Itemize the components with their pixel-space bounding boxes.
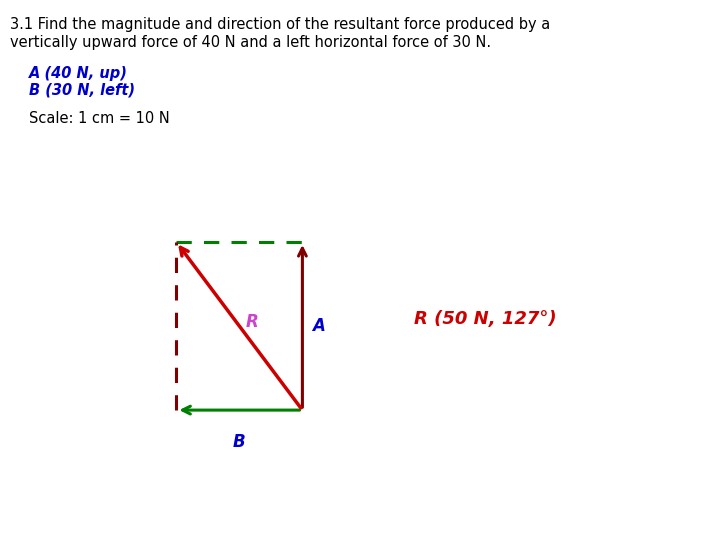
Text: Scale: 1 cm = 10 N: Scale: 1 cm = 10 N [29, 111, 169, 126]
Text: R: R [246, 313, 258, 331]
Text: 3.1 Find the magnitude and direction of the resultant force produced by a: 3.1 Find the magnitude and direction of … [10, 17, 550, 32]
Text: B (30 N, left): B (30 N, left) [29, 82, 135, 97]
Text: A: A [312, 317, 325, 335]
Text: B: B [233, 433, 246, 451]
Text: vertically upward force of 40 N and a left horizontal force of 30 N.: vertically upward force of 40 N and a le… [10, 35, 491, 50]
Text: A (40 N, up): A (40 N, up) [29, 66, 127, 81]
Text: R (50 N, 127°): R (50 N, 127°) [414, 309, 557, 328]
